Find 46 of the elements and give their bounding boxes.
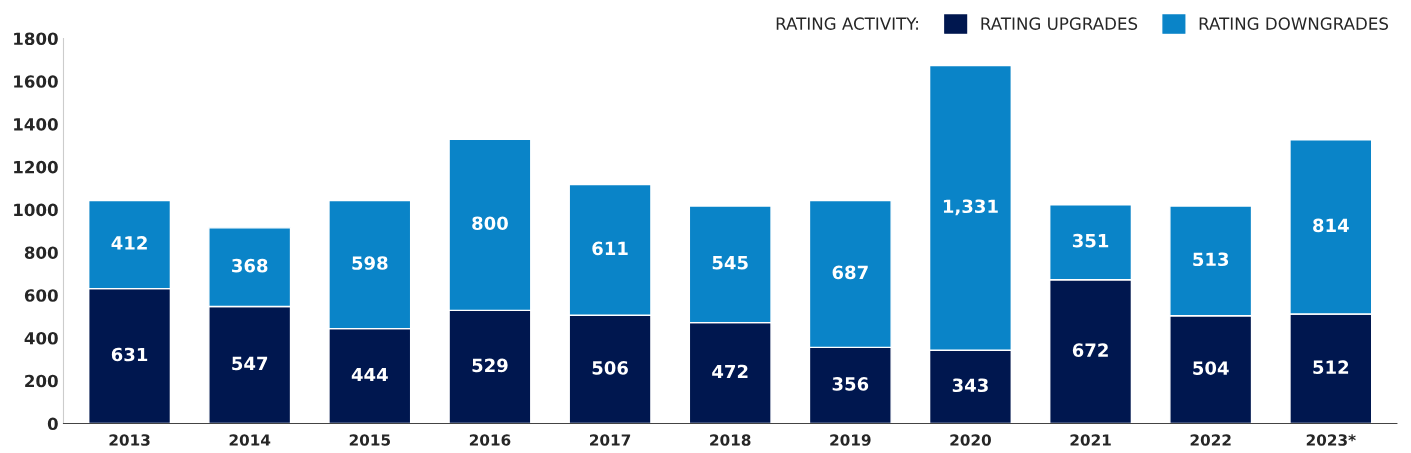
data-label: 814 bbox=[1313, 218, 1349, 233]
y-tick-label: 1400 bbox=[14, 118, 58, 131]
y-tick-label: 1000 bbox=[14, 203, 58, 217]
data-label: 800 bbox=[472, 216, 508, 231]
data-label: 598 bbox=[352, 256, 388, 270]
data-label: 687 bbox=[832, 265, 868, 280]
data-label: 513 bbox=[1193, 252, 1229, 267]
data-label: 504 bbox=[1193, 361, 1229, 375]
x-tick-label: 2014 bbox=[229, 434, 271, 446]
data-label: 356 bbox=[832, 377, 869, 391]
y-tick-label: 200 bbox=[25, 374, 58, 388]
data-label: 631 bbox=[111, 347, 148, 362]
data-label: 368 bbox=[232, 258, 268, 273]
x-tick-label: 2019 bbox=[830, 434, 871, 446]
data-label: 512 bbox=[1313, 360, 1349, 375]
y-tick-label: 1200 bbox=[14, 160, 58, 174]
y-tick-label: 1600 bbox=[14, 75, 58, 88]
x-tick-label: 2023* bbox=[1306, 434, 1356, 446]
data-label: 506 bbox=[592, 361, 628, 375]
data-label: 472 bbox=[712, 364, 748, 379]
data-label: 444 bbox=[351, 367, 388, 382]
x-tick-label: 2022 bbox=[1190, 434, 1231, 446]
legend-title: RATING ACTIVITY: bbox=[776, 17, 918, 30]
data-label: 611 bbox=[592, 241, 628, 256]
y-tick-label: 600 bbox=[24, 289, 58, 302]
x-tick-label: 2017 bbox=[590, 434, 631, 446]
legend-label: RATING DOWNGRADES bbox=[1199, 17, 1389, 30]
x-tick-label: 2020 bbox=[950, 434, 991, 446]
x-tick-label: 2013 bbox=[109, 434, 150, 446]
y-tick-label: 800 bbox=[24, 246, 58, 259]
x-tick-label: 2016 bbox=[469, 434, 511, 446]
legend-label: RATING UPGRADES bbox=[981, 17, 1138, 30]
data-label: 1,331 bbox=[943, 199, 998, 216]
x-tick-label: 2021 bbox=[1070, 434, 1111, 446]
x-tick-label: 2015 bbox=[349, 434, 391, 446]
y-tick-label: 400 bbox=[24, 331, 58, 345]
data-label: 351 bbox=[1072, 233, 1109, 248]
data-label: 672 bbox=[1072, 343, 1108, 357]
y-tick-label: 1800 bbox=[14, 32, 58, 46]
x-tick-label: 2018 bbox=[710, 434, 751, 446]
data-label: 412 bbox=[111, 236, 147, 250]
data-label: 343 bbox=[952, 378, 988, 393]
y-tick-label: 0 bbox=[47, 417, 58, 431]
data-label: 547 bbox=[232, 356, 268, 371]
data-label: 545 bbox=[712, 256, 748, 270]
data-label: 529 bbox=[472, 358, 508, 373]
